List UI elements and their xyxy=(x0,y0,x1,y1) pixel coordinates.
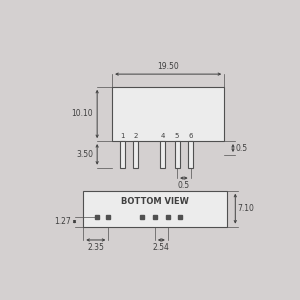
Bar xyxy=(83,191,226,226)
Bar xyxy=(133,141,138,168)
Text: 7.10: 7.10 xyxy=(238,204,254,213)
Text: 19.50: 19.50 xyxy=(157,62,179,71)
Bar xyxy=(120,141,125,168)
Text: 10.10: 10.10 xyxy=(71,110,93,118)
Bar xyxy=(175,141,180,168)
Text: 4: 4 xyxy=(160,133,165,139)
Bar xyxy=(160,141,165,168)
Text: BOTTOM VIEW: BOTTOM VIEW xyxy=(121,197,189,206)
Text: 0.5: 0.5 xyxy=(235,143,248,152)
Text: 3.50: 3.50 xyxy=(76,150,93,159)
Text: 5: 5 xyxy=(175,133,179,139)
Text: 1: 1 xyxy=(120,133,124,139)
Text: 2.35: 2.35 xyxy=(87,243,104,252)
Text: 1.27: 1.27 xyxy=(54,217,71,226)
Bar xyxy=(188,141,193,168)
Text: 0.5: 0.5 xyxy=(178,181,190,190)
Text: 2: 2 xyxy=(134,133,138,139)
Bar xyxy=(112,87,224,141)
Text: 2.54: 2.54 xyxy=(153,243,170,252)
Text: 6: 6 xyxy=(188,133,193,139)
